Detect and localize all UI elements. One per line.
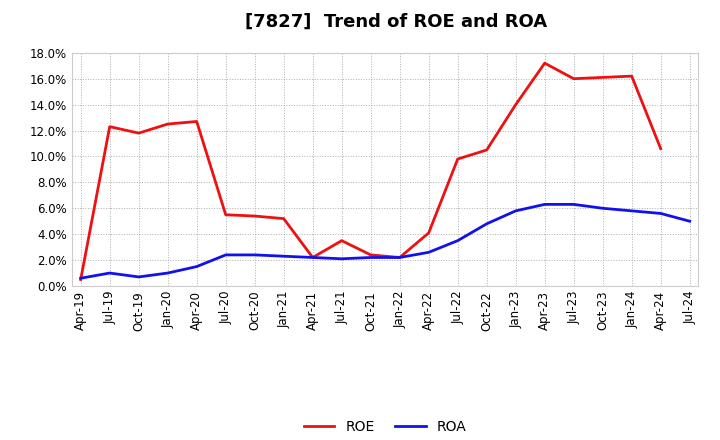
ROE	[454, 156, 462, 161]
ROE	[627, 73, 636, 79]
ROE	[395, 255, 404, 260]
ROA	[105, 271, 114, 276]
ROA	[570, 202, 578, 207]
Legend: ROE, ROA: ROE, ROA	[298, 414, 472, 439]
ROA	[511, 208, 520, 213]
ROE	[424, 230, 433, 235]
ROA	[338, 256, 346, 261]
ROA	[308, 255, 317, 260]
ROE	[570, 76, 578, 81]
ROE	[135, 131, 143, 136]
ROA	[657, 211, 665, 216]
ROE	[511, 102, 520, 107]
ROE	[192, 119, 201, 124]
ROA	[221, 252, 230, 257]
ROA	[424, 249, 433, 255]
ROA	[627, 208, 636, 213]
ROE	[163, 121, 172, 127]
ROE	[279, 216, 288, 221]
Line: ROE: ROE	[81, 63, 661, 279]
ROE	[76, 277, 85, 282]
ROA	[135, 274, 143, 279]
Text: [7827]  Trend of ROE and ROA: [7827] Trend of ROE and ROA	[245, 13, 547, 31]
ROE	[482, 147, 491, 153]
ROA	[541, 202, 549, 207]
ROE	[366, 252, 375, 257]
ROA	[482, 221, 491, 227]
ROE	[657, 146, 665, 151]
Line: ROA: ROA	[81, 204, 690, 278]
ROA	[192, 264, 201, 269]
ROA	[685, 219, 694, 224]
ROA	[251, 252, 259, 257]
ROE	[598, 75, 607, 80]
ROA	[598, 205, 607, 211]
ROA	[279, 253, 288, 259]
ROA	[395, 255, 404, 260]
ROE	[338, 238, 346, 243]
ROE	[105, 124, 114, 129]
ROE	[308, 255, 317, 260]
ROA	[163, 271, 172, 276]
ROA	[76, 275, 85, 281]
ROE	[251, 213, 259, 219]
ROA	[366, 255, 375, 260]
ROA	[454, 238, 462, 243]
ROE	[221, 212, 230, 217]
ROE	[541, 61, 549, 66]
